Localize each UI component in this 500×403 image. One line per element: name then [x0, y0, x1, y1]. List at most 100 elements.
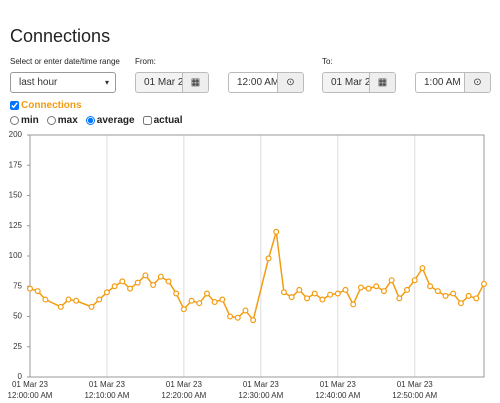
data-point	[103, 289, 110, 296]
from-time-value: 12:00 AM	[237, 77, 277, 88]
data-point	[319, 296, 326, 303]
mode-option[interactable]: actual	[142, 115, 183, 126]
data-point	[57, 303, 64, 310]
series-line	[29, 231, 485, 322]
data-point	[34, 288, 41, 295]
range-value: last hour	[19, 77, 58, 88]
data-point	[173, 290, 180, 297]
mode-options: min max average actual	[10, 115, 183, 126]
page-title: Connections	[10, 26, 111, 46]
mode-input[interactable]	[46, 116, 56, 125]
data-point	[411, 277, 418, 284]
data-point	[388, 277, 395, 284]
data-point	[188, 297, 195, 304]
data-point	[311, 290, 318, 297]
data-point	[450, 290, 457, 297]
data-point	[280, 289, 287, 296]
from-date[interactable]: 01 Mar 2023 ▦	[135, 72, 209, 93]
series-checkbox[interactable]	[10, 101, 19, 110]
data-point	[473, 295, 480, 302]
mode-label: average	[96, 115, 135, 126]
data-point	[96, 296, 103, 303]
y-tick-label: 0	[18, 372, 23, 381]
data-point	[142, 272, 149, 279]
data-point	[27, 285, 34, 292]
x-tick-label: 12:30:00 AM	[238, 391, 283, 400]
data-point	[465, 292, 472, 299]
to-date[interactable]: 01 Mar 2023 ▦	[322, 72, 396, 93]
x-tick-label: 01 Mar 23	[89, 380, 126, 389]
mode-option[interactable]: min	[10, 115, 39, 126]
data-point	[127, 285, 134, 292]
mode-option[interactable]: average	[85, 115, 135, 126]
y-tick-label: 100	[9, 251, 23, 260]
mode-label: min	[21, 115, 39, 126]
y-tick-label: 150	[9, 191, 23, 200]
to-time-value: 1:00 AM	[424, 77, 461, 88]
clock-button[interactable]: ⊙	[464, 73, 490, 92]
data-point	[296, 286, 303, 293]
data-point	[442, 292, 449, 299]
plot-border	[29, 134, 485, 378]
data-point	[227, 313, 234, 320]
from-time[interactable]: 12:00 AM ⊙	[228, 72, 304, 93]
data-point	[396, 295, 403, 302]
data-point	[380, 288, 387, 295]
calendar-button[interactable]: ▦	[182, 73, 208, 92]
data-point	[327, 291, 334, 298]
data-point	[165, 278, 172, 285]
data-point	[180, 306, 187, 313]
y-tick-label: 75	[13, 281, 22, 290]
to-time[interactable]: 1:00 AM ⊙	[415, 72, 491, 93]
series-toggle-label: Connections	[21, 100, 82, 111]
y-tick-label: 175	[9, 160, 23, 169]
clock-button[interactable]: ⊙	[277, 73, 303, 92]
series-toggle[interactable]: Connections	[10, 100, 82, 111]
data-point	[365, 285, 372, 292]
mode-input[interactable]	[142, 116, 152, 125]
range-select[interactable]: last hour ▾	[10, 72, 116, 93]
y-tick-label: 50	[13, 312, 22, 321]
calendar-button[interactable]: ▦	[369, 73, 395, 92]
data-point	[288, 294, 295, 301]
x-tick-label: 12:20:00 AM	[161, 391, 206, 400]
data-point	[196, 300, 203, 307]
mode-label: actual	[153, 115, 183, 126]
x-tick-label: 01 Mar 23	[12, 380, 49, 389]
to-label: To:	[322, 57, 333, 66]
to-date-value: 01 Mar 2023	[331, 77, 369, 88]
data-point	[273, 228, 280, 235]
x-tick-label: 12:50:00 AM	[392, 391, 437, 400]
data-point	[150, 282, 157, 289]
data-point	[334, 290, 341, 297]
data-point	[134, 279, 141, 286]
data-point	[211, 298, 218, 305]
mode-option[interactable]: max	[46, 115, 78, 126]
from-date-value: 01 Mar 2023	[144, 77, 182, 88]
y-tick-label: 25	[13, 342, 22, 351]
data-point	[481, 280, 488, 287]
data-point	[250, 317, 257, 324]
data-point	[42, 296, 49, 303]
data-point	[350, 301, 357, 308]
data-point	[457, 300, 464, 307]
x-tick-label: 12:40:00 AM	[315, 391, 360, 400]
data-point	[357, 284, 364, 291]
data-point	[119, 278, 126, 285]
data-point	[219, 296, 226, 303]
mode-input[interactable]	[10, 116, 19, 125]
y-tick-label: 200	[9, 130, 23, 139]
x-tick-label: 01 Mar 23	[320, 380, 357, 389]
data-point	[265, 255, 272, 262]
data-point	[234, 314, 241, 321]
mode-label: max	[57, 115, 78, 126]
x-tick-label: 01 Mar 23	[397, 380, 434, 389]
range-label: Select or enter date/time range	[10, 57, 120, 66]
data-point	[427, 283, 434, 290]
data-point	[304, 295, 311, 302]
mode-input[interactable]	[85, 116, 95, 125]
data-point	[342, 286, 349, 293]
data-point	[434, 288, 441, 295]
